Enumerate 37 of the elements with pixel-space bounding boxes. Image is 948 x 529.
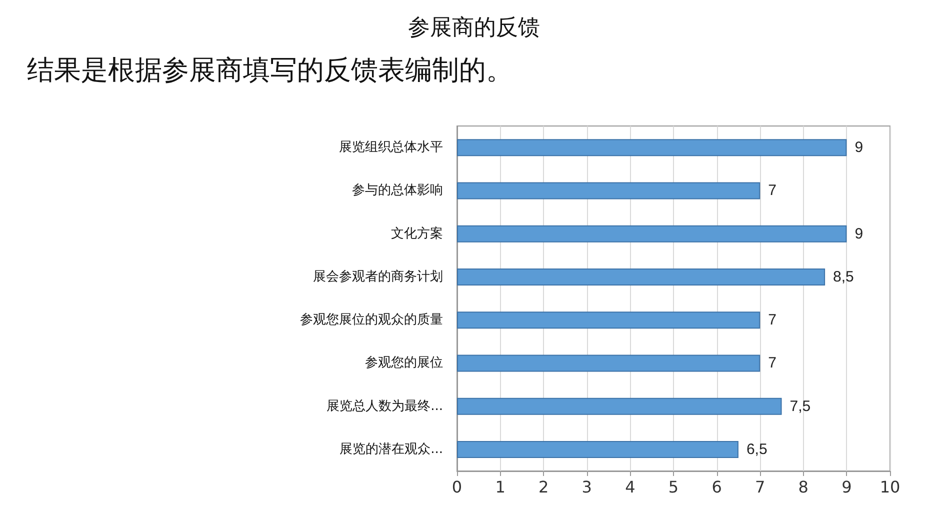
x-tick-label: 5	[668, 478, 679, 496]
bar	[457, 312, 760, 329]
y-tick-label: 参与的总体影响	[352, 183, 443, 198]
x-tick-label: 7	[755, 478, 766, 496]
x-tick-label: 10	[880, 478, 900, 496]
y-tick-label: 展会参观者的商务计划	[313, 269, 443, 284]
x-tick-label: 2	[538, 478, 549, 496]
bar	[457, 182, 760, 200]
x-tick-label: 1	[495, 478, 506, 496]
x-tick-label: 9	[842, 478, 852, 496]
bar	[457, 139, 847, 156]
x-tick-label: 6	[712, 478, 722, 496]
data-label: 6,5	[746, 440, 768, 458]
y-tick-label: 展览的潜在观众...	[340, 442, 443, 457]
y-tick-label: 展览总人数为最终...	[326, 398, 443, 414]
bar	[457, 354, 760, 372]
chart-title: 参展商的反馈	[408, 16, 540, 40]
x-tick-label: 4	[625, 478, 636, 496]
y-tick-label: 文化方案	[391, 225, 443, 242]
bar	[457, 268, 826, 286]
bar	[457, 440, 738, 458]
y-tick-label: 参观您的展位	[365, 356, 443, 371]
x-tick-label: 3	[582, 478, 592, 496]
x-tick-label: 0	[452, 478, 462, 496]
x-tick-label: 8	[798, 478, 808, 496]
bar	[457, 225, 847, 242]
chart-subtitle: 结果是根据参展商填写的反馈表编制的。	[27, 55, 513, 86]
data-label: 9	[854, 225, 864, 242]
data-label: 7	[768, 354, 776, 372]
data-label: 9	[854, 139, 864, 156]
y-tick-label: 参观您展位的观众的质量	[300, 312, 443, 328]
data-label: 7,5	[790, 398, 811, 415]
data-label: 8,5	[833, 268, 854, 286]
data-label: 7	[768, 182, 776, 200]
data-label: 7	[768, 312, 776, 329]
bar	[457, 398, 782, 415]
y-tick-label: 展览组织总体水平	[339, 140, 443, 156]
